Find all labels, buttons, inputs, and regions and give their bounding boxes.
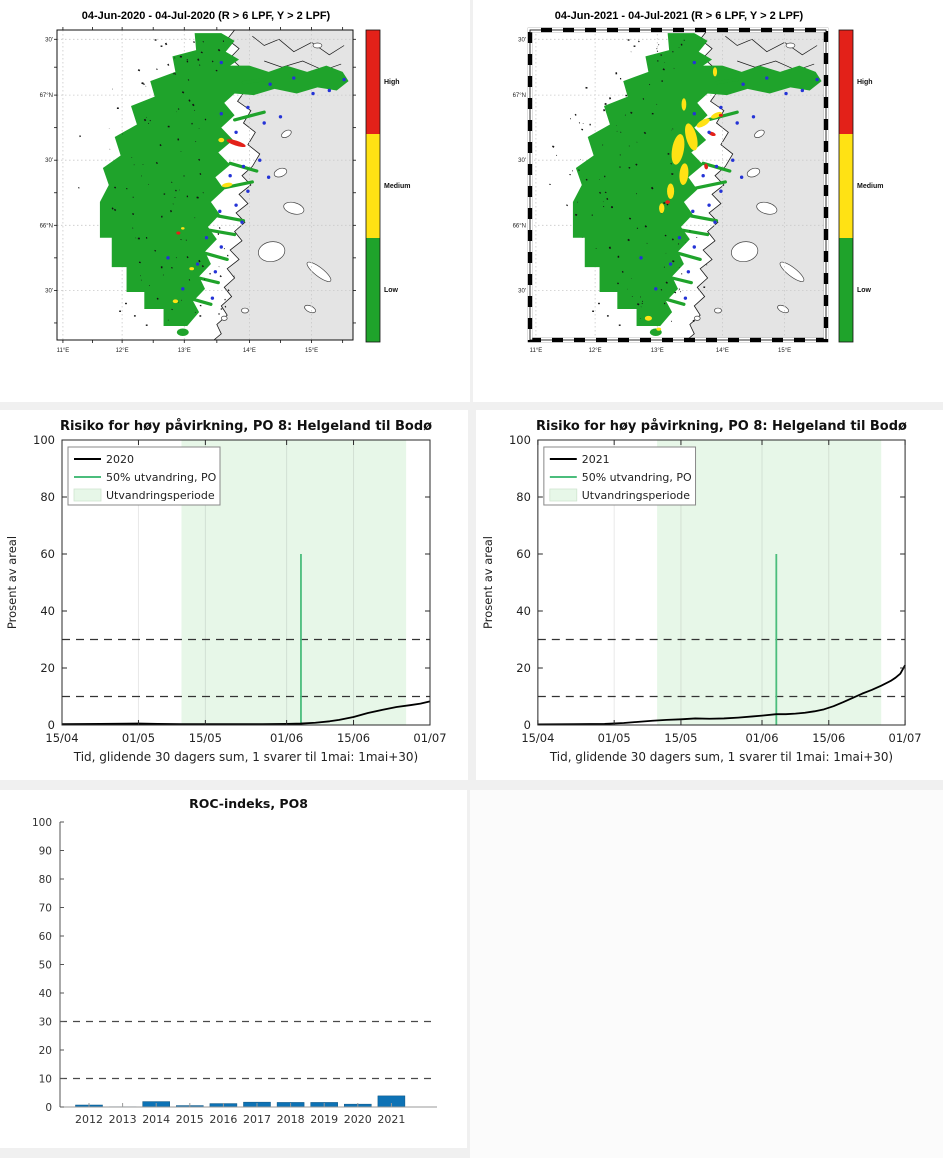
svg-text:40: 40 — [516, 604, 531, 618]
svg-text:High: High — [384, 79, 400, 86]
svg-text:30': 30' — [45, 288, 53, 294]
svg-text:15/04: 15/04 — [45, 731, 78, 745]
svg-text:11°E: 11°E — [57, 348, 70, 354]
svg-text:01/06: 01/06 — [270, 731, 303, 745]
svg-text:67°N: 67°N — [40, 93, 53, 99]
svg-text:0: 0 — [524, 718, 531, 732]
svg-text:60: 60 — [40, 547, 55, 561]
svg-text:High: High — [857, 79, 873, 86]
svg-text:30': 30' — [518, 288, 526, 294]
svg-text:Utvandringsperiode: Utvandringsperiode — [582, 489, 690, 502]
svg-text:15°E: 15°E — [778, 348, 791, 354]
svg-text:66°N: 66°N — [40, 223, 53, 229]
svg-text:14°E: 14°E — [716, 348, 729, 354]
svg-text:Utvandringsperiode: Utvandringsperiode — [106, 489, 215, 502]
svg-text:Risiko for høy påvirkning, PO: Risiko for høy påvirkning, PO 8: Helgela… — [60, 419, 432, 434]
svg-text:40: 40 — [39, 988, 52, 1000]
map-panel-2020: 04-Jun-2020 - 04-Jul-2020 (R > 6 LPF, Y … — [0, 0, 470, 402]
svg-text:80: 80 — [516, 490, 531, 504]
empty-panel — [470, 790, 943, 1158]
risk-map-2020: 11°E 12°E 13°E 14°E 15°E 30' 67°N 30' 66°N 30' Hig… — [40, 27, 410, 354]
svg-text:66°N: 66°N — [513, 223, 526, 229]
svg-text:2015: 2015 — [176, 1113, 204, 1126]
svg-text:2016: 2016 — [209, 1113, 237, 1126]
svg-text:20: 20 — [39, 1045, 52, 1057]
svg-text:70: 70 — [39, 903, 52, 915]
svg-text:ROC-indeks, PO8: ROC-indeks, PO8 — [189, 796, 308, 811]
svg-text:Medium: Medium — [857, 183, 883, 190]
svg-text:01/07: 01/07 — [413, 731, 446, 745]
map-panel-2021: 04-Jun-2021 - 04-Jul-2021 (R > 6 LPF, Y … — [473, 0, 943, 402]
svg-text:100: 100 — [32, 817, 52, 829]
map-title-2021: 04-Jun-2021 - 04-Jul-2021 (R > 6 LPF, Y … — [554, 10, 804, 22]
svg-text:15/05: 15/05 — [664, 731, 697, 745]
svg-text:01/07: 01/07 — [889, 731, 922, 745]
svg-text:50: 50 — [39, 960, 52, 972]
svg-text:13°E: 13°E — [651, 348, 664, 354]
svg-text:30': 30' — [45, 158, 53, 164]
svg-text:30: 30 — [39, 1017, 52, 1029]
svg-text:2012: 2012 — [75, 1113, 103, 1126]
svg-text:2019: 2019 — [310, 1113, 338, 1126]
svg-text:40: 40 — [40, 604, 55, 618]
svg-text:30': 30' — [518, 37, 526, 43]
svg-text:90: 90 — [39, 846, 52, 858]
svg-text:01/06: 01/06 — [745, 731, 778, 745]
svg-text:2020: 2020 — [344, 1113, 372, 1126]
svg-text:Tid, glidende 30 dagers sum, 1: Tid, glidende 30 dagers sum, 1 svarer ti… — [549, 750, 893, 764]
svg-text:60: 60 — [516, 547, 531, 561]
svg-text:2014: 2014 — [142, 1113, 170, 1126]
svg-text:Prosent av areal: Prosent av areal — [481, 536, 495, 629]
svg-text:30': 30' — [45, 37, 53, 43]
svg-text:0: 0 — [45, 1102, 52, 1114]
risk-chart-panel-2020: 0 20 40 60 80 100 15/04 01/05 15/05 01/06 15/06 01/… — [0, 410, 468, 780]
svg-text:Prosent av areal: Prosent av areal — [5, 536, 19, 629]
map-title-2020: 04-Jun-2020 - 04-Jul-2020 (R > 6 LPF, Y … — [81, 10, 331, 22]
svg-text:50% utvandring, PO: 50% utvandring, PO — [582, 471, 692, 484]
svg-text:2018: 2018 — [277, 1113, 305, 1126]
svg-text:Low: Low — [857, 287, 872, 294]
svg-text:50% utvandring, PO: 50% utvandring, PO — [106, 471, 217, 484]
svg-text:Medium: Medium — [384, 183, 410, 190]
svg-text:10: 10 — [39, 1074, 52, 1086]
svg-text:14°E: 14°E — [243, 348, 256, 354]
svg-text:80: 80 — [40, 490, 55, 504]
risk-chart-panel-2021: 0 20 40 60 80 100 15/04 01/05 15/05 01/06 15/06 01/… — [476, 410, 943, 780]
svg-text:20: 20 — [40, 661, 55, 675]
svg-text:11°E: 11°E — [530, 348, 543, 354]
roc-index-chart: 0 10 20 30 40 50 60 70 80 90 100 2012 2013 2014 2015 20… — [32, 796, 437, 1126]
svg-text:15/06: 15/06 — [812, 731, 845, 745]
svg-text:Low: Low — [384, 287, 399, 294]
svg-text:2021: 2021 — [582, 453, 610, 466]
svg-text:60: 60 — [39, 931, 52, 943]
svg-text:12°E: 12°E — [589, 348, 602, 354]
svg-text:15/06: 15/06 — [337, 731, 370, 745]
svg-text:Tid, glidende 30 dagers sum, 1: Tid, glidende 30 dagers sum, 1 svarer ti… — [73, 750, 419, 764]
svg-text:2021: 2021 — [377, 1113, 405, 1126]
svg-text:13°E: 13°E — [178, 348, 191, 354]
svg-text:0: 0 — [48, 718, 55, 732]
svg-text:67°N: 67°N — [513, 93, 526, 99]
svg-text:30': 30' — [518, 158, 526, 164]
risk-chart-2021: 0 20 40 60 80 100 15/04 01/05 15/05 01/06 15/06 01/… — [481, 419, 922, 764]
risk-map-2021: 11°E 12°E 13°E 14°E 15°E 30' 67°N 30' 66°N 30' Hig… — [513, 27, 883, 354]
svg-text:01/05: 01/05 — [122, 731, 155, 745]
svg-text:2020: 2020 — [106, 453, 134, 466]
svg-text:80: 80 — [39, 874, 52, 886]
svg-text:15°E: 15°E — [305, 348, 318, 354]
svg-text:15/04: 15/04 — [521, 731, 554, 745]
svg-text:100: 100 — [509, 433, 531, 447]
svg-text:20: 20 — [516, 661, 531, 675]
svg-text:2013: 2013 — [109, 1113, 137, 1126]
svg-text:100: 100 — [33, 433, 55, 447]
risk-chart-2020: 0 20 40 60 80 100 15/04 01/05 15/05 01/06 15/06 01/… — [5, 419, 447, 764]
svg-text:12°E: 12°E — [116, 348, 129, 354]
roc-index-panel: 0 10 20 30 40 50 60 70 80 90 100 2012 2013 2014 2015 20… — [0, 790, 467, 1148]
svg-text:Risiko for høy påvirkning, PO: Risiko for høy påvirkning, PO 8: Helgela… — [536, 419, 907, 434]
svg-text:01/05: 01/05 — [598, 731, 631, 745]
svg-text:2017: 2017 — [243, 1113, 271, 1126]
svg-text:15/05: 15/05 — [189, 731, 222, 745]
